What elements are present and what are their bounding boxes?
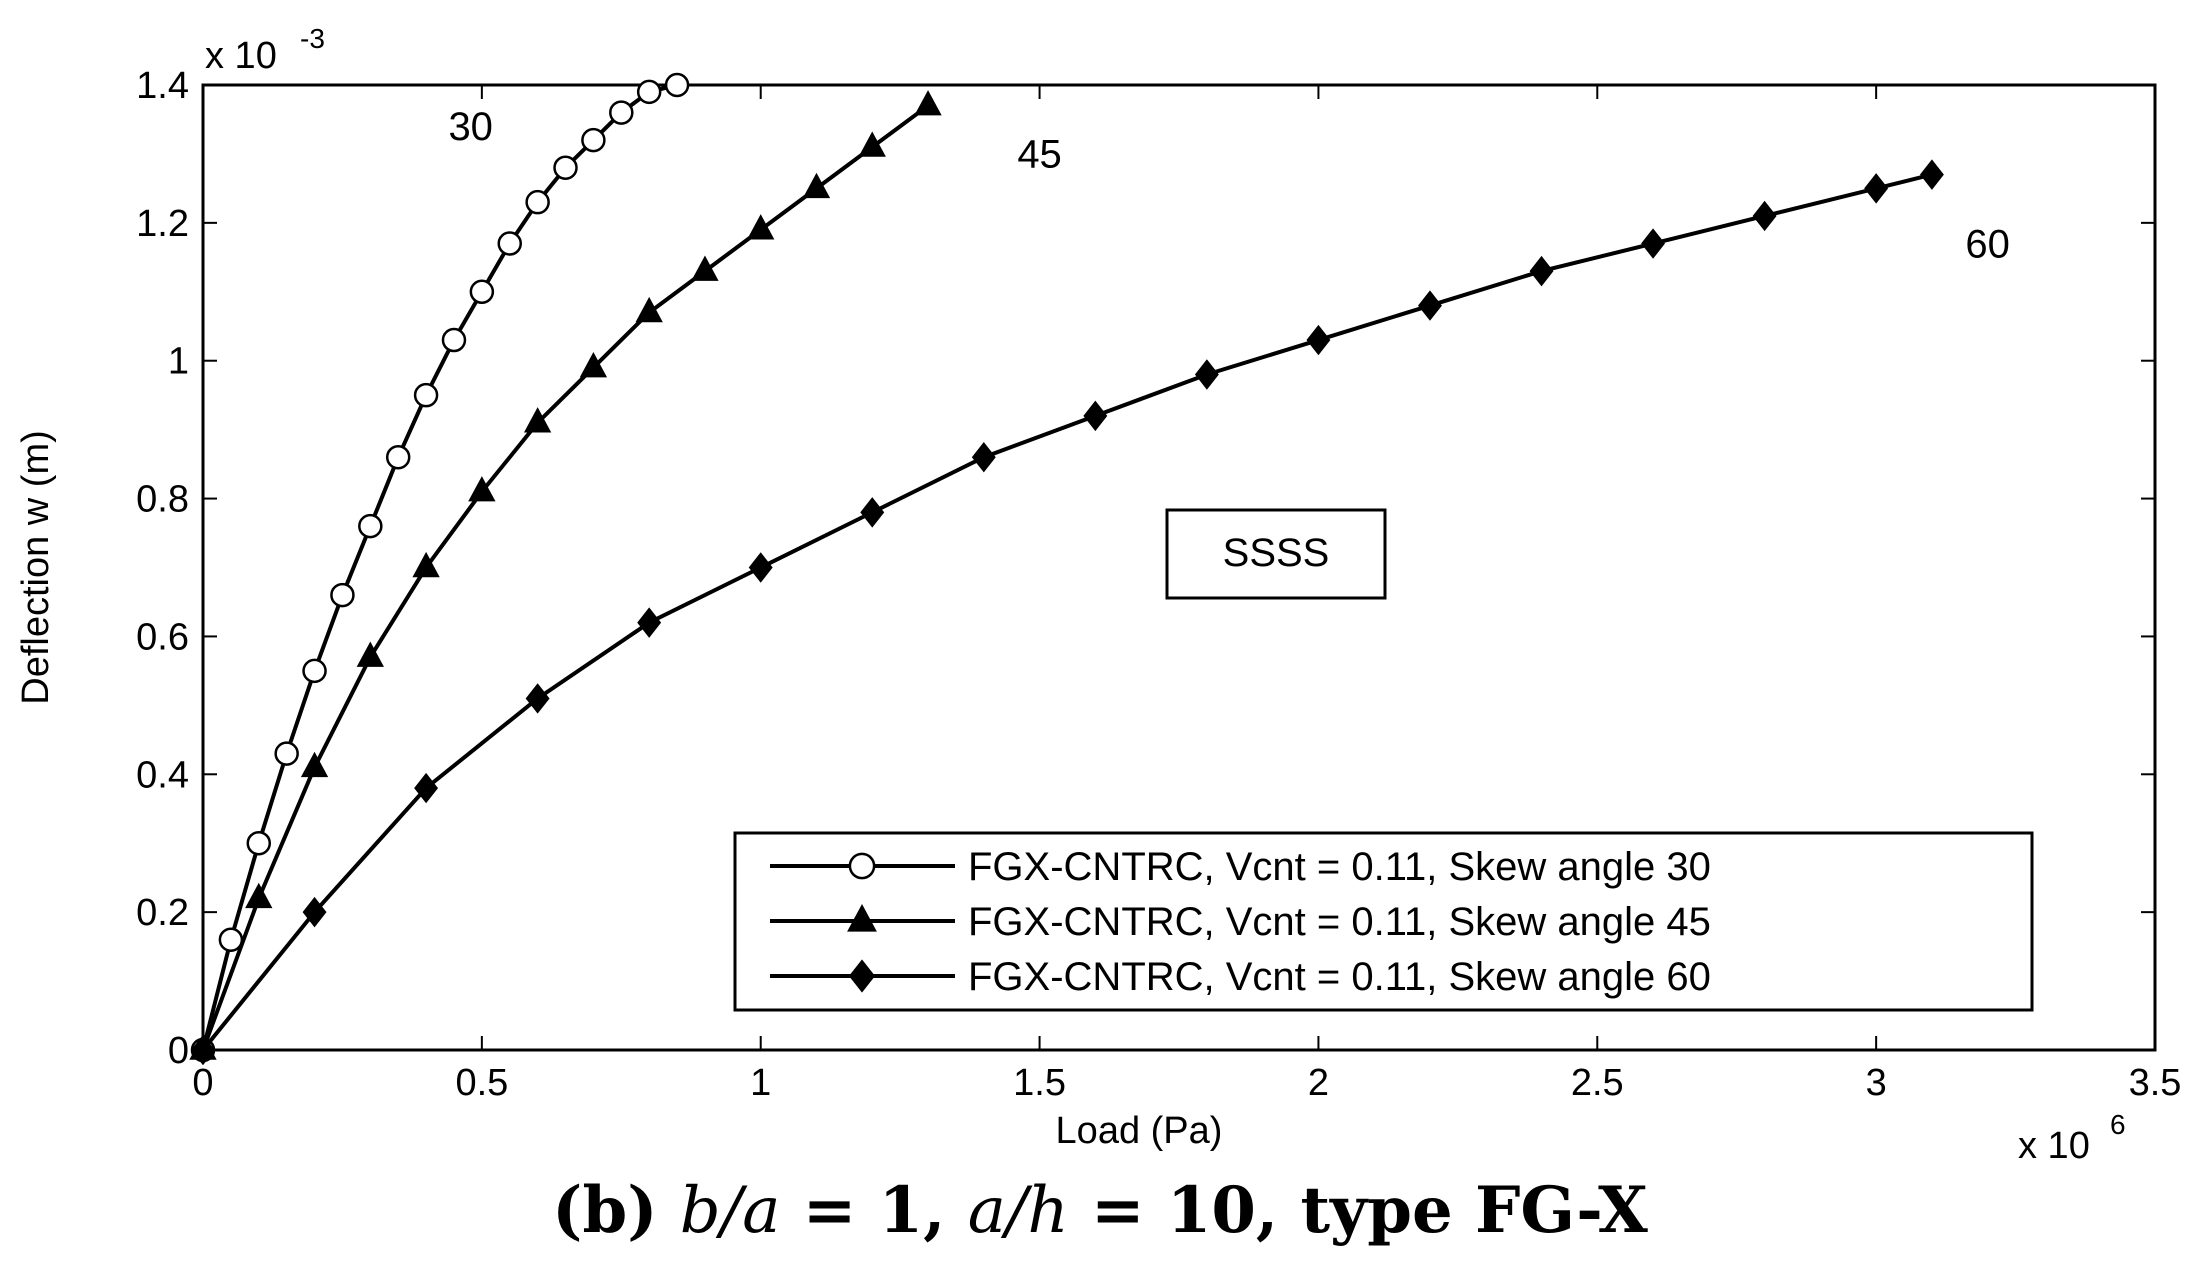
- boundary-condition-box: [1165, 508, 1387, 600]
- data-point-diamond: [1194, 359, 1219, 390]
- x-axis-label: Load (Pa): [1056, 1110, 1223, 1152]
- legend: FGX-CNTRC, Vcnt = 0.11, Skew angle 30 FGX…: [733, 831, 2034, 1012]
- data-point-triangle: [412, 551, 440, 578]
- y-axis-label: Deflection w (m): [15, 430, 57, 705]
- boundary-condition-label: SSSS: [1223, 531, 1330, 575]
- data-point-circle: [274, 741, 299, 766]
- data-point-circle: [848, 852, 876, 880]
- data-point-circle: [609, 100, 634, 125]
- data-point-diamond: [1306, 324, 1331, 356]
- data-point-triangle: [245, 882, 273, 909]
- legend-entry-label: FGX-CNTRC, Vcnt = 0.11, Skew angle 30: [968, 845, 1711, 889]
- data-point-diamond: [971, 442, 996, 473]
- y-tick-label: 0.4: [136, 754, 189, 796]
- y-tick-label: 0.8: [136, 479, 189, 521]
- x-exponent: 6: [2110, 1109, 2126, 1140]
- data-point-circle: [553, 155, 578, 180]
- data-point-triangle: [579, 352, 608, 378]
- caption-ratio-b-a: b/a: [680, 1174, 781, 1248]
- series-group: [189, 72, 1944, 1066]
- data-point-circle: [525, 189, 550, 215]
- data-point-circle: [497, 231, 522, 256]
- data-point-circle: [636, 79, 662, 105]
- legend-entry-label: FGX-CNTRC, Vcnt = 0.11, Skew angle 45: [968, 900, 1711, 944]
- data-point-circle: [330, 582, 355, 608]
- annotations: 30 45 60 SSSS: [448, 105, 2010, 600]
- data-point-diamond: [637, 607, 662, 638]
- data-point-triangle: [914, 90, 942, 116]
- y-exponent: -3: [300, 23, 325, 54]
- data-point-triangle: [802, 172, 831, 199]
- y-tick-label: 1.4: [136, 65, 189, 107]
- data-point-circle: [469, 279, 495, 305]
- data-point-circle: [441, 327, 467, 353]
- data-point-triangle: [847, 904, 877, 932]
- curve-label: 45: [1017, 133, 1062, 177]
- data-point-triangle: [468, 476, 496, 502]
- figure-caption: (b) b/a = 1, a/h = 10, type FG-X: [552, 1173, 1648, 1248]
- series-line-circle: [201, 83, 678, 1051]
- data-point-diamond: [1083, 400, 1108, 432]
- data-point-triangle: [747, 214, 775, 240]
- data-point-circle: [218, 927, 244, 952]
- data-point-diamond: [1864, 173, 1889, 204]
- data-point-circle: [246, 830, 272, 856]
- data-point-diamond: [1418, 290, 1442, 321]
- y-tick-label: 1.2: [136, 203, 189, 245]
- data-point-triangle: [356, 641, 384, 667]
- plot-frame: [201, 83, 2157, 1052]
- curve-label: 30: [448, 105, 493, 149]
- data-point-triangle: [300, 751, 329, 778]
- x-tick-label: 3: [1866, 1062, 1887, 1104]
- series-triangle: [189, 90, 942, 1060]
- caption-eq2: = 10, type FG-X: [1069, 1173, 1649, 1248]
- data-point-circle: [358, 513, 383, 539]
- data-point-diamond: [302, 896, 327, 928]
- caption-eq1: = 1,: [780, 1173, 967, 1248]
- y-multiplier: x 10: [205, 35, 277, 77]
- series-diamond: [191, 159, 1944, 1066]
- data-point-diamond: [191, 1034, 215, 1066]
- axes: 0 0.5 1 1.5 2 2.5 3 3.5 0 0.2 0.4 0.6 0.8 1 1.2 1.4 Load…: [15, 23, 2181, 1167]
- data-point-diamond: [848, 959, 876, 993]
- series-circle: [190, 72, 690, 1063]
- x-tick-label: 2: [1308, 1062, 1329, 1104]
- data-point-triangle: [858, 131, 886, 157]
- data-point-circle: [302, 658, 327, 684]
- data-point-diamond: [748, 552, 773, 583]
- y-tick-label: 1: [168, 341, 189, 383]
- data-point-diamond: [1641, 228, 1666, 259]
- data-point-triangle: [691, 255, 719, 281]
- x-tick-label: 3.5: [2129, 1062, 2182, 1104]
- curve-label: 60: [1965, 222, 2010, 266]
- y-tick-label: 0: [168, 1030, 189, 1072]
- caption-ratio-a-h: a/h: [968, 1174, 1069, 1248]
- data-point-circle: [385, 444, 411, 470]
- caption-prefix: (b): [552, 1173, 680, 1248]
- data-point-circle: [413, 382, 439, 408]
- data-point-diamond: [860, 497, 885, 528]
- data-point-triangle: [635, 296, 663, 323]
- x-multiplier: x 10: [2018, 1125, 2090, 1167]
- y-tick-label: 0.6: [136, 616, 189, 658]
- x-tick-label: 0.5: [455, 1062, 508, 1104]
- x-tick-label: 1: [750, 1062, 771, 1104]
- data-point-circle: [581, 127, 606, 153]
- data-point-diamond: [1919, 159, 1944, 190]
- data-point-triangle: [523, 407, 552, 433]
- data-point-circle: [664, 72, 690, 98]
- x-tick-label: 1.5: [1013, 1062, 1066, 1104]
- x-tick-label: 0: [192, 1062, 213, 1104]
- x-tick-label: 2.5: [1571, 1062, 1624, 1104]
- data-point-diamond: [414, 772, 439, 804]
- data-point-diamond: [1752, 200, 1777, 232]
- legend-entry-label: FGX-CNTRC, Vcnt = 0.11, Skew angle 60: [968, 955, 1711, 999]
- y-tick-label: 0.2: [136, 892, 189, 934]
- svg-text:(b) b/a = 1, a/h = 10, type FG: (b) b/a = 1, a/h = 10, type FG-X: [552, 1173, 1648, 1248]
- data-point-diamond: [1529, 255, 1554, 287]
- data-point-diamond: [525, 683, 550, 714]
